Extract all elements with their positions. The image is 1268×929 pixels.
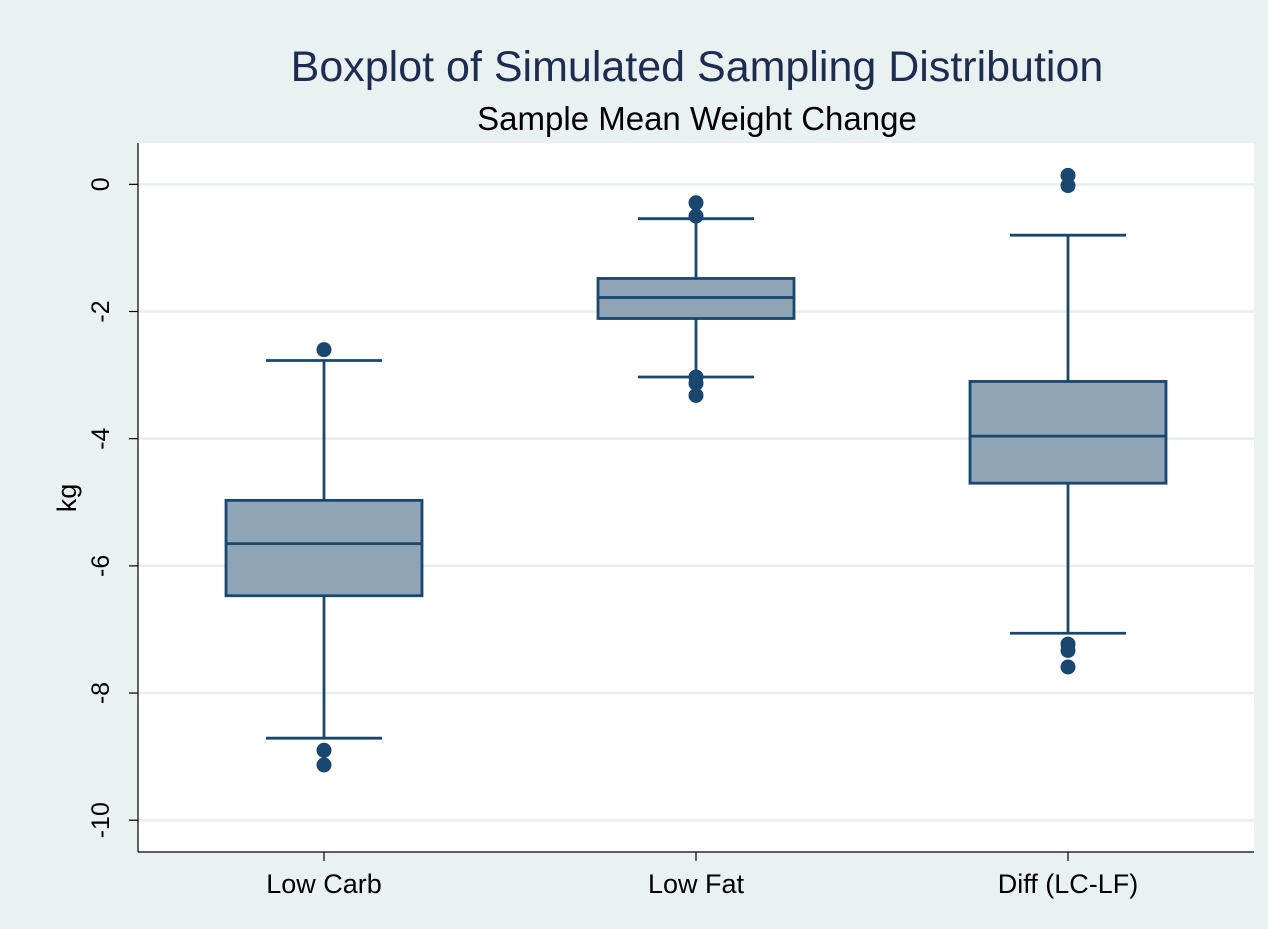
- y-tick-label: -8: [87, 682, 115, 704]
- x-axis-labels: Low Carb Low Fat Diff (LC-LF): [266, 852, 1138, 899]
- y-tick-label: -2: [87, 300, 115, 322]
- outlier-point: [688, 375, 704, 391]
- outlier-point: [316, 757, 332, 773]
- x-tick-label: Diff (LC-LF): [998, 869, 1139, 899]
- iqr-box: [224, 498, 424, 598]
- y-tick-label: -4: [87, 427, 115, 449]
- x-tick-label: Low Carb: [266, 869, 382, 899]
- outlier-point: [688, 387, 704, 403]
- outlier-point: [1060, 178, 1076, 194]
- outlier-point: [688, 208, 704, 224]
- chart-title: Boxplot of Simulated Sampling Distributi…: [291, 43, 1104, 91]
- box-0: [224, 342, 424, 773]
- outlier-point: [688, 195, 704, 211]
- y-axis-title: kg: [52, 484, 82, 513]
- x-tick-label: Low Fat: [648, 869, 745, 899]
- outlier-point: [316, 342, 332, 358]
- outlier-point: [1060, 659, 1076, 675]
- chart-subtitle: Sample Mean Weight Change: [477, 100, 917, 137]
- y-tick-label: 0: [87, 177, 115, 191]
- boxes: [224, 167, 1168, 773]
- iqr-box: [968, 380, 1168, 485]
- outlier-point: [1060, 642, 1076, 658]
- y-axis-ticks: 0 -2 -4 -6 -8 -10: [87, 177, 138, 838]
- box-1: [596, 195, 796, 403]
- y-tick-label: -6: [87, 555, 115, 577]
- box-2: [968, 167, 1168, 675]
- outlier-point: [316, 742, 332, 758]
- y-tick-label: -10: [87, 802, 115, 838]
